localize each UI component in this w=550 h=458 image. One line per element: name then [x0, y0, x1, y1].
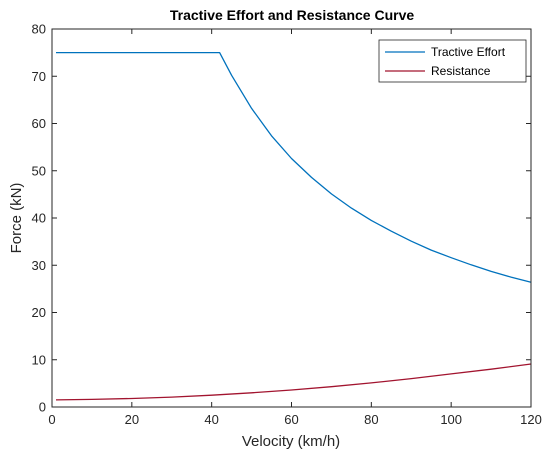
y-tick-label: 10: [32, 352, 46, 367]
series-layer: [55, 51, 532, 401]
legend-label: Tractive Effort: [431, 45, 506, 59]
axis-ticks: 0 20 40 60 80 100 120 0 10 20 30 40 50 60 70 80: [32, 22, 542, 428]
x-tick-label: 0: [48, 412, 55, 427]
plot-area: [52, 29, 531, 407]
legend-label: Resistance: [431, 64, 491, 78]
series-line-resistance: [55, 363, 532, 401]
y-tick-label: 50: [32, 163, 46, 178]
plot-frame: [51, 28, 532, 408]
x-tick-label: 60: [284, 412, 298, 427]
y-axis-label: Force (kN): [8, 183, 25, 254]
y-tick-label: 80: [32, 22, 46, 37]
y-tick-label: 60: [32, 116, 46, 131]
y-tick-label: 40: [32, 211, 46, 226]
legend: Tractive Effort Resistance: [378, 39, 527, 83]
x-axis-label: Velocity (km/h): [242, 433, 340, 450]
y-tick-label: 70: [32, 69, 46, 84]
y-tick-label: 30: [32, 258, 46, 273]
y-tick-label: 20: [32, 305, 46, 320]
x-tick-label: 120: [520, 412, 542, 427]
x-tick-label: 100: [440, 412, 462, 427]
series-line-tractive-effort: [56, 51, 532, 283]
y-tick-label: 0: [39, 400, 46, 415]
legend-box: [378, 39, 527, 83]
x-tick-label: 40: [204, 412, 218, 427]
x-tick-label: 20: [125, 412, 139, 427]
x-tick-label: 80: [364, 412, 378, 427]
chart-title: Tractive Effort and Resistance Curve: [170, 7, 415, 23]
